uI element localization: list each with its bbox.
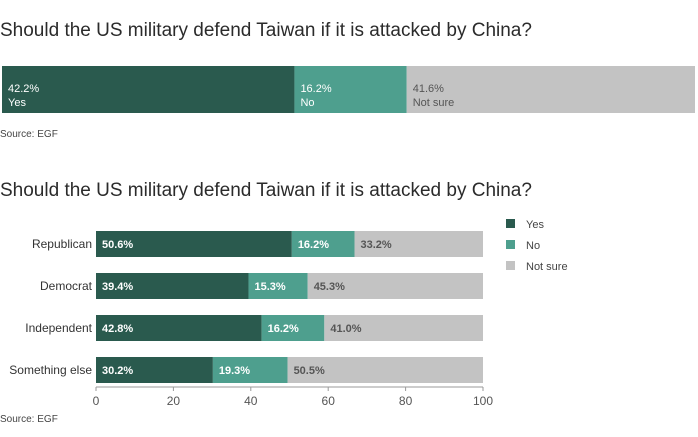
bar-segment — [212, 357, 288, 383]
bar-segment — [261, 315, 325, 341]
legend-swatch — [506, 240, 515, 249]
bar-segment — [307, 273, 483, 299]
legend-swatch — [506, 219, 515, 228]
data-label: 39.4% — [102, 281, 133, 293]
data-label: 45.3% — [314, 281, 345, 293]
segment-label: Not sure — [413, 97, 455, 109]
chart2-title: Should the US military defend Taiwan if … — [0, 180, 532, 201]
data-label: 42.8% — [102, 323, 133, 335]
bar-segment-yes — [2, 66, 295, 113]
category-label: Republican — [32, 237, 92, 251]
x-tick-label: 100 — [473, 394, 493, 408]
data-label: 50.5% — [294, 365, 325, 377]
legend-label: No — [526, 240, 540, 252]
category-label: Something else — [9, 363, 92, 377]
segment-label: No — [300, 97, 314, 109]
bar-segment-no — [294, 66, 407, 113]
x-tick-label: 20 — [167, 394, 181, 408]
data-label: 16.2% — [298, 239, 329, 251]
legend-label: Yes — [526, 219, 544, 231]
bar-segment — [96, 273, 249, 299]
chart1-title: Should the US military defend Taiwan if … — [0, 20, 532, 41]
category-label: Democrat — [40, 279, 93, 293]
data-label: 42.2% — [8, 83, 39, 95]
legend-label: Not sure — [526, 261, 568, 273]
data-label: 19.3% — [219, 365, 250, 377]
bar-segment — [96, 357, 213, 383]
data-label: 16.2% — [268, 323, 299, 335]
bar-segment — [291, 231, 355, 257]
x-tick-label: 0 — [93, 394, 100, 408]
bar-segment — [354, 231, 483, 257]
legend-swatch — [506, 261, 515, 270]
x-tick-label: 40 — [244, 394, 258, 408]
bar-segment — [287, 357, 483, 383]
segment-label: Yes — [8, 97, 26, 109]
category-label: Independent — [25, 321, 92, 335]
x-tick-label: 60 — [322, 394, 336, 408]
data-label: 41.0% — [330, 323, 361, 335]
data-label: 41.6% — [413, 83, 444, 95]
data-label: 15.3% — [254, 281, 285, 293]
data-label: 16.2% — [300, 83, 331, 95]
chart1-source: Source: EGF — [0, 129, 58, 140]
chart2-source: Source: EGF — [0, 414, 58, 425]
bar-segment — [248, 273, 308, 299]
data-label: 33.2% — [361, 239, 392, 251]
bar-segment — [96, 315, 262, 341]
x-tick-label: 80 — [399, 394, 413, 408]
data-label: 50.6% — [102, 239, 133, 251]
data-label: 30.2% — [102, 365, 133, 377]
bar-segment — [96, 231, 292, 257]
bar-segment — [324, 315, 483, 341]
bar-segment-not-sure — [406, 66, 695, 113]
